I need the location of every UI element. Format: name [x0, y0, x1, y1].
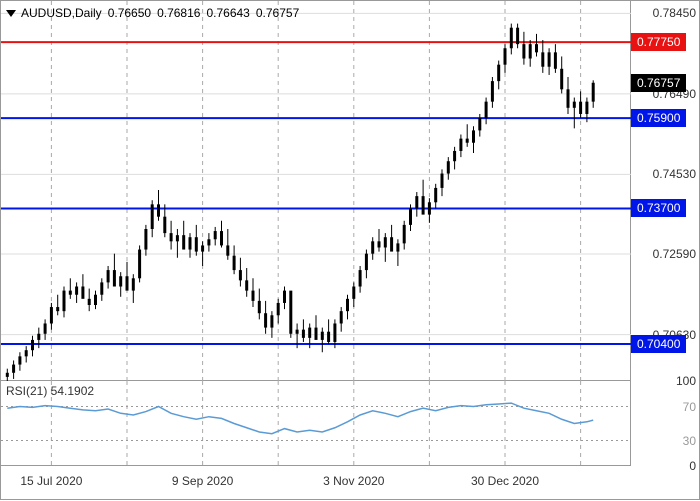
- rsi-svg: [1, 381, 631, 466]
- ohlc-low: 0.76643: [206, 6, 249, 20]
- price-y-axis: 0.706300.725900.745300.764900.784500.777…: [631, 1, 700, 381]
- y-tick-label: 0.78450: [653, 6, 696, 20]
- x-tick-label: 15 Jul 2020: [20, 474, 82, 488]
- price-chart-area[interactable]: [1, 1, 631, 381]
- level-price-label: 0.73700: [631, 199, 686, 217]
- price-chart-svg: [1, 1, 631, 381]
- symbol-label: AUDUSD,Daily: [21, 6, 102, 20]
- rsi-panel[interactable]: RSI(21) 54.1902: [1, 381, 631, 466]
- level-price-label: 0.77750: [631, 33, 686, 51]
- ohlc-high: 0.76816: [157, 6, 200, 20]
- chart-container: AUDUSD,Daily 0.76650 0.76816 0.76643 0.7…: [0, 0, 700, 500]
- rsi-y-tick: 0: [689, 459, 696, 473]
- y-tick-label: 0.72590: [653, 247, 696, 261]
- x-tick-label: 3 Nov 2020: [323, 474, 384, 488]
- x-tick-label: 9 Sep 2020: [172, 474, 233, 488]
- rsi-level-label: 70: [683, 400, 696, 414]
- dropdown-icon[interactable]: [6, 10, 16, 17]
- rsi-level-label: 30: [683, 434, 696, 448]
- ohlc-close: 0.76757: [256, 6, 299, 20]
- x-tick-label: 30 Dec 2020: [471, 474, 539, 488]
- y-tick-label: 0.74530: [653, 167, 696, 181]
- rsi-y-axis: 01003070: [631, 381, 700, 466]
- level-price-label: 0.75900: [631, 109, 686, 127]
- current-price-label: 0.76757: [631, 74, 686, 92]
- rsi-title: RSI(21) 54.1902: [6, 384, 94, 398]
- chart-title-bar: AUDUSD,Daily 0.76650 0.76816 0.76643 0.7…: [6, 6, 299, 20]
- time-x-axis: 15 Jul 2020 9 Sep 2020 3 Nov 2020 30 Dec 20…: [1, 466, 631, 501]
- rsi-y-tick: 100: [676, 374, 696, 388]
- level-price-label: 0.70400: [631, 335, 686, 353]
- ohlc-open: 0.76650: [108, 6, 151, 20]
